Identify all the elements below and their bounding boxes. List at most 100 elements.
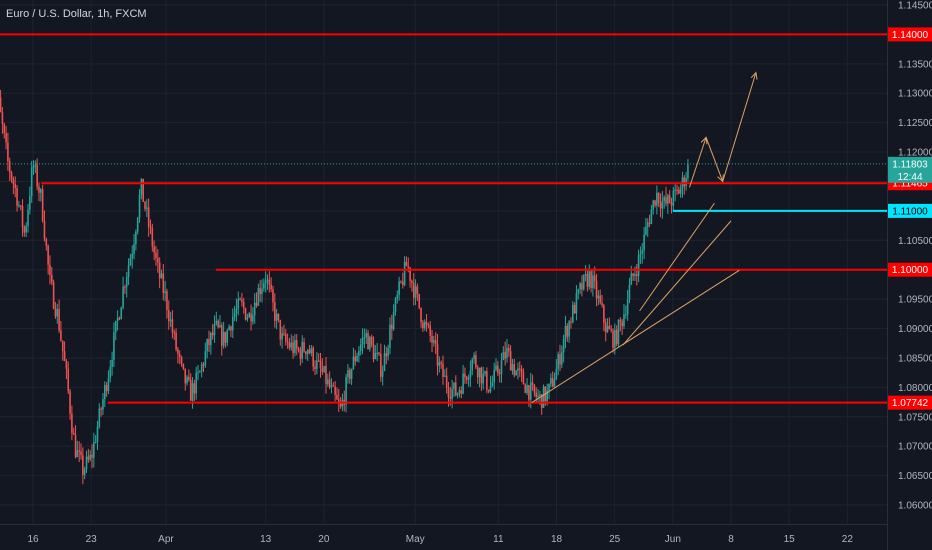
candle-body	[133, 243, 135, 254]
candle-body	[568, 321, 570, 337]
candle-body	[23, 226, 26, 233]
candle-body	[72, 432, 75, 435]
candle-body	[475, 355, 477, 368]
candle-body	[7, 142, 9, 162]
y-tick-label: 1.09500	[898, 295, 932, 306]
trend-line[interactable]	[622, 220, 732, 346]
candle-body	[559, 354, 561, 365]
candle-body	[52, 282, 55, 309]
candle-body	[319, 360, 322, 369]
candle-body	[5, 133, 7, 143]
candle-body	[235, 308, 238, 314]
trend-line[interactable]	[639, 202, 715, 312]
candle-body	[487, 389, 490, 392]
candle-body	[614, 329, 616, 348]
x-tick-label: 8	[728, 534, 734, 545]
candle-body	[548, 383, 550, 391]
candle-body	[427, 324, 430, 326]
candle-body	[454, 382, 457, 396]
candle-body	[158, 262, 161, 279]
candle-body	[425, 321, 428, 325]
x-tick-label: Apr	[158, 534, 174, 545]
candle-body	[171, 319, 174, 333]
candle-body	[87, 456, 90, 460]
candle-body	[266, 279, 269, 281]
candle-body	[47, 245, 49, 265]
arrow-head	[750, 71, 758, 80]
candle-body	[363, 337, 366, 339]
candle-body	[497, 365, 499, 374]
candle-body	[392, 311, 395, 330]
y-tick-label: 1.12500	[898, 118, 932, 129]
candle-body	[224, 331, 227, 343]
candle-body	[416, 286, 419, 294]
candle-body	[10, 172, 13, 180]
candle-body	[672, 190, 675, 206]
candle-body	[687, 164, 689, 179]
candle-body	[405, 261, 408, 267]
candle-body	[683, 177, 686, 187]
trend-line[interactable]	[531, 269, 740, 404]
candle-body	[440, 362, 442, 364]
arrow-head	[717, 174, 724, 183]
candle-body	[411, 280, 413, 283]
x-tick-label: 11	[493, 534, 504, 545]
candle-body	[367, 333, 369, 350]
candle-body	[197, 372, 199, 374]
candle-body	[422, 322, 424, 329]
candle-body	[420, 308, 422, 323]
candle-body	[657, 192, 660, 203]
candle-body	[460, 390, 463, 394]
candle-body	[603, 305, 605, 323]
candle-body	[423, 321, 426, 329]
candle-body	[332, 385, 335, 387]
time-axis[interactable]: 16 23 Apr 13 20 May 11 18 25 Jun 8 15 22	[27, 534, 853, 545]
candle-body	[147, 207, 150, 227]
candle-body	[674, 189, 676, 191]
candle-body	[478, 367, 481, 378]
candle-body	[482, 373, 485, 384]
candle-body	[418, 293, 421, 309]
candle-body	[50, 274, 53, 283]
candle-body	[74, 434, 77, 458]
candle-body	[80, 451, 82, 456]
candle-body	[226, 330, 229, 343]
candle-body	[65, 361, 68, 369]
candle-body	[391, 324, 393, 330]
candle-body	[667, 195, 669, 204]
grid	[0, 0, 887, 524]
level-badge-label: 1.11000	[892, 206, 928, 217]
candle-body	[438, 362, 441, 366]
candle-body	[299, 350, 302, 359]
candle-body	[557, 354, 559, 369]
candle-body	[486, 371, 488, 390]
candle-body	[546, 390, 548, 402]
candle-body	[199, 371, 201, 373]
candle-body	[542, 386, 545, 408]
candle-body	[646, 222, 649, 227]
trend-lines	[531, 202, 740, 404]
candle-body	[316, 360, 318, 369]
y-tick-label: 1.10500	[898, 236, 932, 247]
candle-body	[526, 385, 528, 393]
candle-body	[535, 392, 538, 398]
candle-body	[495, 365, 497, 370]
candle-body	[136, 217, 139, 232]
candle-body	[414, 286, 417, 298]
candle-body	[401, 281, 404, 286]
candle-body	[200, 364, 203, 372]
candle-body	[284, 333, 287, 342]
level-badge	[888, 27, 932, 42]
level-badge	[888, 262, 932, 277]
candle-body	[383, 353, 386, 372]
candle-body	[590, 271, 592, 288]
candle-body	[277, 313, 280, 320]
candle-body	[650, 209, 653, 224]
candle-body	[645, 226, 647, 235]
candle-body	[100, 408, 102, 410]
candle-body	[294, 340, 296, 353]
candle-body	[522, 372, 525, 385]
candle-body	[61, 340, 64, 352]
candle-body	[465, 377, 468, 380]
